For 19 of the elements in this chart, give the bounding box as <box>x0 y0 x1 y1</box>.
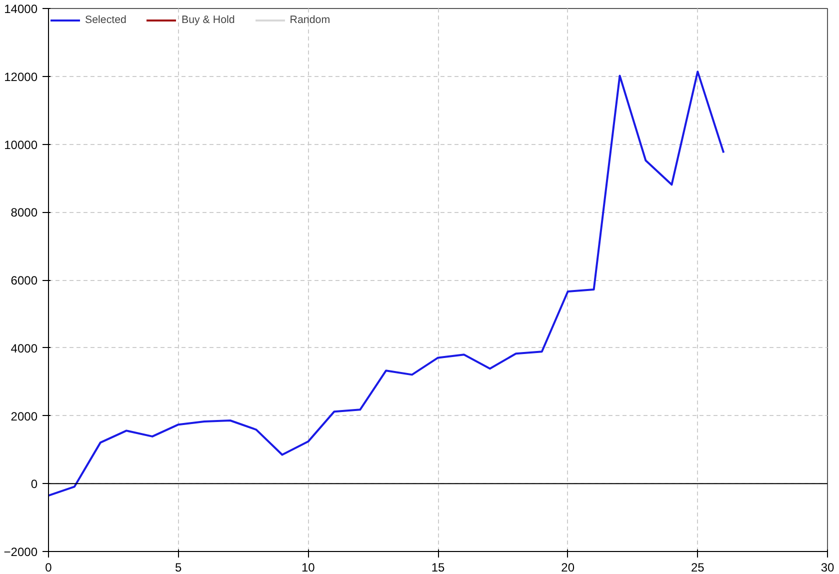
y-tick-label: 14000 <box>4 2 38 16</box>
y-tick-label: 6000 <box>10 274 38 288</box>
x-tick-label: 15 <box>431 560 445 574</box>
x-tick-label: 30 <box>820 560 834 574</box>
x-tick-label: 25 <box>690 560 705 574</box>
y-tick-label: 10000 <box>4 138 38 152</box>
y-tick-label: 8000 <box>10 206 38 220</box>
y-tick-label: 0 <box>30 477 38 492</box>
x-tick-label: 0 <box>45 560 52 574</box>
legend-label: Buy & Hold <box>181 14 235 26</box>
x-tick-label: 10 <box>301 560 316 574</box>
x-tick-label: 20 <box>561 560 575 574</box>
y-tick-label: 4000 <box>10 341 38 356</box>
legend-label: Selected <box>85 14 126 26</box>
y-tick-label: 2000 <box>10 409 38 424</box>
y-tick-label: 12000 <box>4 70 38 84</box>
y-tick-label: −2000 <box>4 545 38 559</box>
x-tick-label: 5 <box>174 560 182 574</box>
legend-label: Random <box>290 14 330 26</box>
